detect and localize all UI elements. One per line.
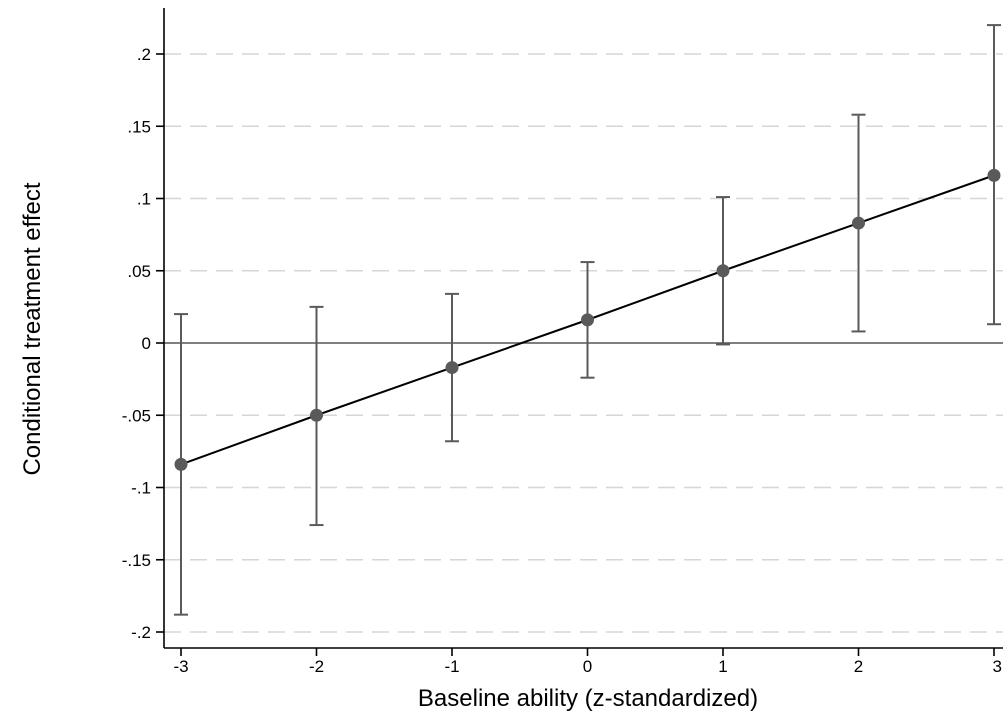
x-tick-label-5: 2: [854, 657, 863, 676]
data-point-3: [581, 313, 594, 327]
y-tick-label-8: -.2: [131, 623, 151, 642]
data-point-1: [310, 408, 323, 422]
data-point-2: [445, 361, 459, 375]
x-axis-title: Baseline ability (z-standardized): [418, 685, 758, 712]
x-tick-label-1: -2: [309, 657, 324, 676]
y-axis-ticks: .2 .15 .1 .05 0 -.05 -.1 -.15 -.2: [122, 45, 164, 642]
x-axis-ticks: -3 -2 -1 0 1 2 3: [173, 648, 1002, 676]
y-tick-label-2: .1: [137, 190, 151, 209]
data-point-6: [987, 168, 1001, 182]
x-tick-label-0: -3: [173, 657, 188, 676]
y-tick-label-7: -.15: [122, 551, 151, 570]
y-tick-label-1: .15: [127, 117, 151, 136]
y-tick-label-4: 0: [142, 334, 151, 353]
data-points: [174, 168, 1001, 471]
grid-lines: [164, 53, 1003, 633]
data-point-5: [852, 216, 865, 230]
data-point-0: [174, 457, 188, 471]
x-tick-label-3: 0: [583, 657, 592, 676]
data-point-4: [716, 264, 730, 278]
y-axis-title: Conditional treatment effect: [19, 182, 46, 475]
y-tick-label-0: .2: [137, 45, 151, 64]
y-tick-label-3: .05: [127, 262, 151, 281]
x-tick-label-6: 3: [993, 657, 1002, 676]
y-tick-label-5: -.05: [122, 406, 151, 425]
x-tick-label-2: -1: [444, 657, 459, 676]
y-tick-label-6: -.1: [131, 479, 151, 498]
x-tick-label-4: 1: [718, 657, 727, 676]
axes: [163, 8, 1003, 649]
